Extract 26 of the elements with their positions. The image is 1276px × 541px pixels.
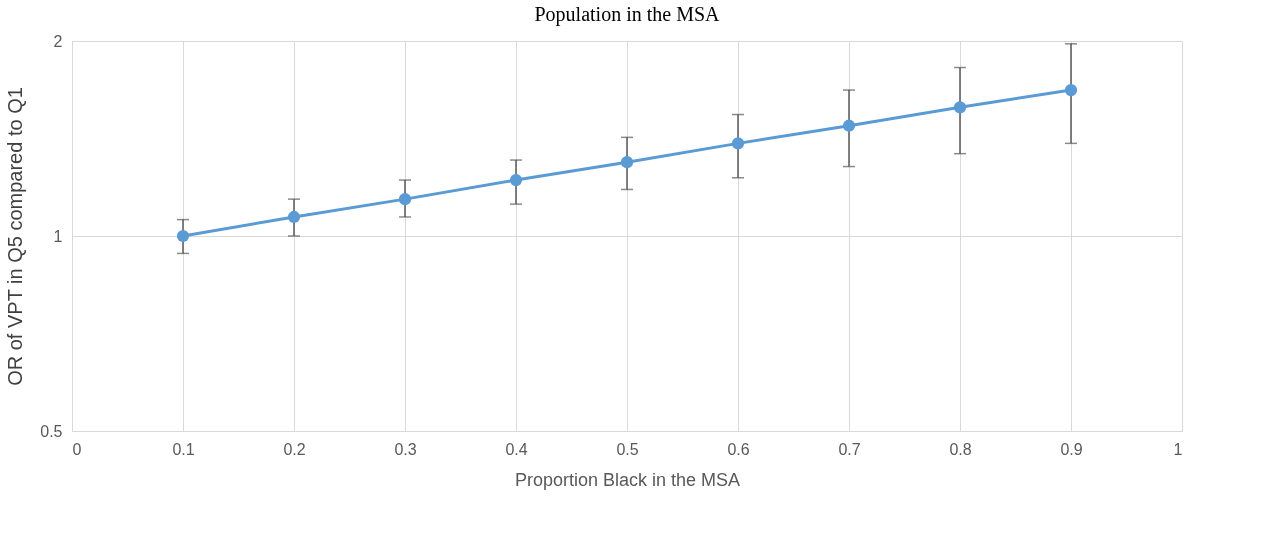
x-tick-label: 0.7 xyxy=(838,440,861,458)
x-tick-label: 0.6 xyxy=(727,440,750,458)
point xyxy=(731,137,745,150)
x-tick-label: 0 xyxy=(72,440,82,458)
y-tick-label: 1 xyxy=(53,227,63,245)
point xyxy=(509,173,523,187)
point xyxy=(953,101,967,114)
x-tick-label: 1 xyxy=(1173,440,1183,458)
point xyxy=(176,229,190,243)
point xyxy=(398,193,412,206)
point xyxy=(287,210,301,224)
point xyxy=(842,119,856,132)
point xyxy=(620,156,634,169)
x-tick-label: 0.8 xyxy=(949,440,972,458)
y-tick-label: 0.5 xyxy=(40,422,63,440)
x-tick-label: 0.3 xyxy=(394,440,417,458)
point xyxy=(1064,83,1078,97)
x-axis-title: Proportion Black in the MSA xyxy=(514,469,741,490)
x-tick-label: 0.5 xyxy=(616,440,639,458)
y-tick-label: 2 xyxy=(53,32,63,50)
x-tick-label: 0.1 xyxy=(172,440,195,458)
x-tick-label: 0.4 xyxy=(505,440,528,458)
y-axis-title: OR of VPT in Q5 compared to Q1 xyxy=(4,87,27,386)
chart-title: Population in the MSA xyxy=(534,3,721,26)
x-tick-label: 0.2 xyxy=(283,440,306,458)
x-tick-label: 0.9 xyxy=(1060,440,1083,458)
